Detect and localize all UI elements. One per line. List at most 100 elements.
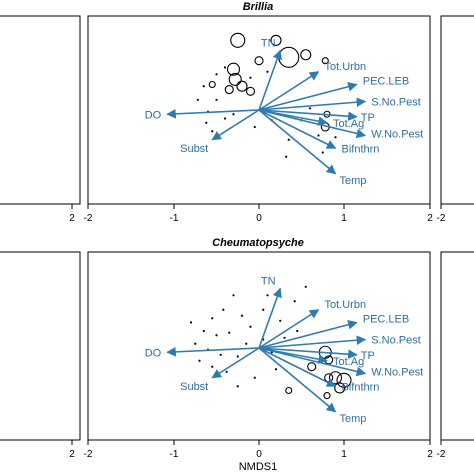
site-point (232, 294, 235, 297)
vector-arrow (258, 109, 337, 149)
site-point (223, 66, 227, 69)
vector-label: W.No.Pest (371, 129, 423, 141)
vector-label: Subst (180, 143, 208, 155)
site-point (232, 113, 235, 116)
site-point (254, 56, 264, 66)
vector-arrow (258, 347, 337, 387)
panel-partial-5: -2 (437, 251, 474, 460)
site-point (266, 70, 269, 73)
vector-arrow (258, 71, 320, 111)
x-tick-label: 0 (256, 449, 262, 460)
site-point (324, 373, 334, 383)
panel-frame (440, 251, 474, 441)
x-tick-label: -2 (437, 213, 446, 224)
x-tick-label: 2 (69, 213, 75, 224)
vector-label: Tot.Ag (333, 118, 364, 130)
site-point (215, 98, 218, 101)
vector-label: Temp (340, 413, 367, 425)
vector-arrow (258, 335, 367, 349)
vector-label: Tot.Ag (333, 356, 364, 368)
site-point (308, 107, 312, 110)
vector-label: Bifnthrn (342, 143, 380, 155)
x-tick-label: -2 (84, 449, 93, 460)
vector-arrow (258, 49, 282, 111)
site-point (285, 386, 293, 395)
x-tick-label: 0 (256, 213, 262, 224)
site-point (211, 365, 214, 368)
panel-title-cheumatopsyche: Cheumatopsyche (212, 237, 304, 249)
site-point (236, 355, 239, 358)
vector-label: Tot.Urbn (325, 61, 367, 73)
x-tick-label: 1 (341, 449, 347, 460)
x-tick-label: 2 (427, 213, 433, 224)
vector-label: Tot.Urbn (325, 299, 367, 311)
vector-arrow (258, 320, 358, 349)
x-tick-label: -1 (170, 449, 179, 460)
panel-partial-3: 2rbn.PEC.LEBS.No.PestTPTot.AgW.No.PestBi… (0, 251, 81, 460)
site-point (300, 49, 312, 61)
panel-partial-2: -2 (437, 15, 474, 224)
panel-partial-0: 2rbn.PEC.LEBS.No.PestTPTot.AgW.No.PestBi… (0, 15, 81, 224)
site-point (236, 385, 239, 388)
vector-label: PEC.LEB (363, 314, 409, 326)
vector-arrow (258, 347, 337, 413)
vector-arrow (258, 109, 337, 175)
site-point (293, 300, 296, 303)
site-point (245, 342, 248, 345)
site-point (249, 76, 252, 79)
vector-label: TP (361, 350, 375, 362)
vector-label: S.No.Pest (371, 335, 421, 347)
site-point (334, 136, 337, 139)
site-point (274, 368, 278, 371)
vector-arrow (258, 347, 367, 377)
site-point (215, 73, 218, 76)
site-point (228, 72, 242, 86)
site-point (245, 86, 256, 96)
site-point (211, 130, 214, 133)
x-tick-label: 1 (341, 213, 347, 224)
vector-arrow (258, 287, 282, 349)
vector-label: W.No.Pest (371, 367, 423, 379)
site-point (202, 85, 205, 88)
vector-arrow (166, 347, 260, 357)
site-point (205, 121, 208, 124)
site-point (266, 294, 269, 297)
site-point (278, 46, 300, 68)
x-tick-label: -1 (170, 213, 179, 224)
site-point (321, 57, 329, 65)
panel-frame (0, 251, 81, 441)
site-point (224, 85, 234, 95)
site-point (296, 329, 299, 333)
site-point (323, 392, 331, 400)
panel-frame (0, 15, 81, 205)
site-point (249, 325, 252, 328)
panel-title-brillia: Brillia (243, 1, 274, 13)
x-tick-label: 2 (69, 449, 75, 460)
site-point (336, 372, 352, 388)
site-point (208, 80, 216, 89)
site-point (228, 331, 231, 334)
site-point (198, 359, 201, 362)
panel-brillia: -2 -1 0 1 2 TN Tot.Urbn PEC.LEB S.No.Pest DO TPTot… (84, 15, 433, 224)
vector-label: PEC.LEB (363, 76, 409, 88)
vector-label: DO (145, 347, 162, 359)
vector-arrow (166, 109, 260, 119)
site-point (279, 319, 282, 322)
x-tick-label: -2 (437, 449, 446, 460)
site-point (236, 80, 248, 92)
site-point (334, 382, 346, 394)
panels-group: 2rbn.PEC.LEBS.No.PestTPTot.AgW.No.PestBi… (0, 15, 474, 460)
site-point (222, 308, 225, 311)
site-point (225, 370, 228, 373)
site-point (304, 285, 307, 288)
site-point (230, 32, 246, 48)
panel-frame (440, 15, 474, 205)
vector-arrow (211, 347, 260, 379)
site-point (307, 362, 317, 372)
vector-arrow (258, 109, 358, 121)
vector-arrow (258, 309, 320, 349)
site-point (317, 134, 320, 137)
vector-arrow (258, 109, 367, 139)
site-point (287, 138, 290, 141)
